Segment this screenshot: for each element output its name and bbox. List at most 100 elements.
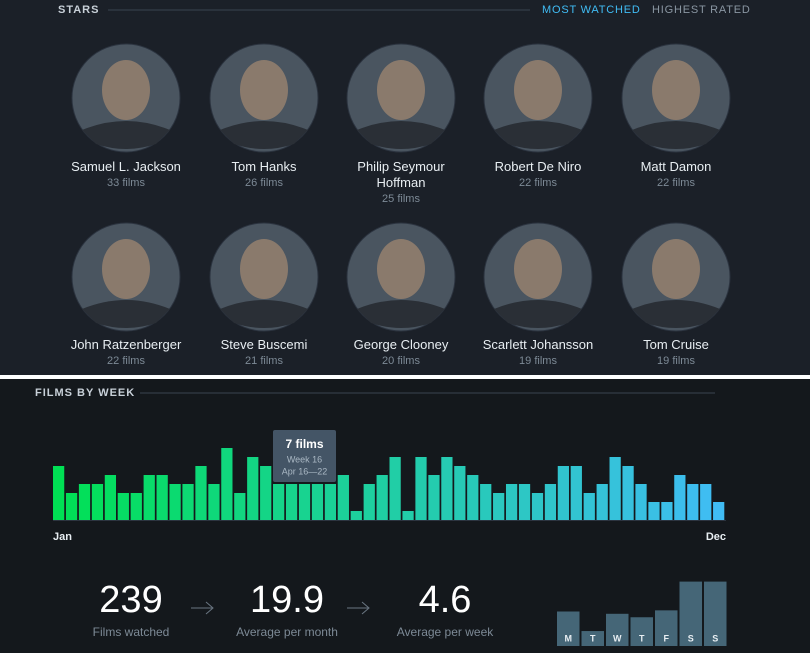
week-bar xyxy=(557,466,569,520)
week-bar xyxy=(273,484,285,520)
week-bar xyxy=(441,457,453,520)
week-bar xyxy=(169,484,181,520)
star-name: Robert De Niro xyxy=(494,159,582,174)
star-card[interactable]: Steve Buscemi 21 films xyxy=(198,337,330,369)
weekday-bar xyxy=(557,611,580,646)
week-bar xyxy=(415,457,427,520)
tooltip-title: 7 films xyxy=(285,437,323,451)
portrait-body xyxy=(494,121,582,149)
star-card[interactable]: Samuel L. Jackson 33 films xyxy=(60,159,192,191)
week-bar xyxy=(428,475,440,520)
weekday-label: S xyxy=(712,633,718,643)
weekday-bar xyxy=(679,581,702,646)
weekday-label: T xyxy=(590,633,596,643)
star-films: 33 films xyxy=(107,177,145,189)
tooltip-week: Week 16 xyxy=(287,454,322,464)
week-bar xyxy=(467,475,479,520)
star-films: 26 films xyxy=(245,177,283,189)
week-bar xyxy=(635,484,647,520)
star-films: 19 films xyxy=(657,355,695,367)
week-bar xyxy=(324,484,337,520)
week-bar xyxy=(713,502,725,520)
axis-label: Dec xyxy=(706,531,726,543)
star-name: John Ratzenberger xyxy=(70,337,182,352)
section-title: FILMS BY WEEK xyxy=(35,387,135,399)
tooltip xyxy=(273,430,336,482)
week-bar xyxy=(583,493,595,520)
portrait-head xyxy=(652,60,700,120)
week-bar xyxy=(518,484,531,520)
week-bar xyxy=(260,466,272,520)
week-bar xyxy=(117,493,129,520)
star-card[interactable]: Matt Damon 22 films xyxy=(610,159,742,191)
weekday-bar xyxy=(630,617,653,646)
week-bar xyxy=(182,484,194,520)
tab[interactable]: HIGHEST RATED xyxy=(652,4,751,16)
star-card[interactable]: Tom Hanks 26 films xyxy=(198,159,330,191)
portrait-body xyxy=(220,121,308,149)
stat-label: Average per week xyxy=(397,625,495,639)
star-card[interactable]: Robert De Niro 22 films xyxy=(472,159,604,191)
star-card[interactable]: Philip Seymour Hoffman 25 films xyxy=(335,159,467,207)
tab[interactable]: MOST WATCHED xyxy=(542,4,641,16)
week-bar xyxy=(622,466,634,520)
portrait-head xyxy=(102,60,150,120)
portrait-body xyxy=(494,300,582,328)
arrow xyxy=(347,601,370,615)
week-bar xyxy=(389,457,401,520)
weekday-label: T xyxy=(639,633,645,643)
weekday-bar xyxy=(655,610,678,646)
portrait-body xyxy=(220,300,308,328)
star-card[interactable]: George Clooney 20 films xyxy=(335,337,467,369)
tooltip-dates: Apr 16—22 xyxy=(282,466,328,476)
week-bar xyxy=(298,484,311,520)
week-bar xyxy=(247,457,259,520)
stat-value: 239 xyxy=(99,579,162,621)
star-films: 21 films xyxy=(245,355,283,367)
star-name: Steve Buscemi xyxy=(220,337,308,352)
week-bar xyxy=(674,475,686,520)
week-bar xyxy=(91,484,104,520)
week-bar xyxy=(570,466,582,520)
star-films: 25 films xyxy=(382,193,420,205)
week-bar xyxy=(609,457,621,520)
week-bar xyxy=(531,493,544,520)
star-films: 19 films xyxy=(519,355,557,367)
star-card[interactable]: John Ratzenberger 22 films xyxy=(60,337,192,369)
week-bar xyxy=(285,484,298,520)
portrait-body xyxy=(632,121,720,149)
week-bar xyxy=(544,484,557,520)
portrait-head xyxy=(102,239,150,299)
week-bar xyxy=(53,466,65,520)
week-bar xyxy=(376,475,388,520)
star-name: Philip Seymour Hoffman xyxy=(357,159,445,190)
star-films: 22 films xyxy=(107,355,145,367)
star-name: Tom Hanks xyxy=(231,159,297,174)
week-bar xyxy=(221,448,233,520)
portrait-head xyxy=(377,239,425,299)
portrait-body xyxy=(357,300,445,328)
star-card[interactable]: Scarlett Johansson 19 films xyxy=(472,337,604,369)
week-bar xyxy=(311,484,324,520)
week-bar xyxy=(130,493,142,520)
week-bar xyxy=(402,511,414,520)
star-name: Samuel L. Jackson xyxy=(71,159,181,174)
star-card[interactable]: Tom Cruise 19 films xyxy=(610,337,742,369)
portrait-head xyxy=(652,239,700,299)
star-films: 20 films xyxy=(382,355,420,367)
week-bar xyxy=(493,493,505,520)
week-bar xyxy=(700,484,712,520)
week-bar xyxy=(337,475,349,520)
weekday-label: F xyxy=(664,633,670,643)
week-bar xyxy=(156,475,168,520)
weekday-bar xyxy=(606,613,629,646)
stat-label: Average per month xyxy=(236,625,338,639)
week-bar xyxy=(208,484,220,520)
arrow xyxy=(191,601,214,615)
weekday-label: S xyxy=(688,633,694,643)
portrait-head xyxy=(377,60,425,120)
portrait-body xyxy=(82,121,170,149)
star-name: Matt Damon xyxy=(640,159,712,174)
